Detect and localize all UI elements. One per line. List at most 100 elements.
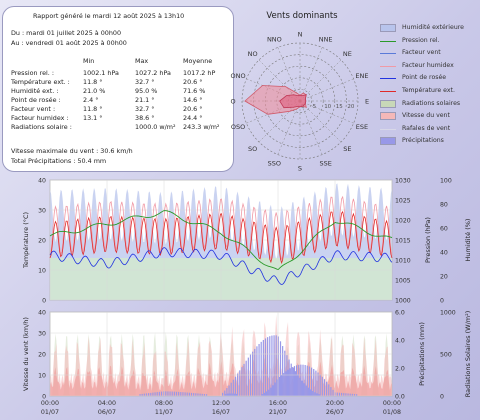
stat-max: 38.6 °: [135, 114, 155, 122]
precipitation-bar: [356, 394, 358, 396]
stat-min: 21.0 %: [83, 87, 106, 95]
stat-min: 11.8 °: [83, 78, 103, 86]
precipitation-bar: [268, 389, 270, 396]
x-axis-time-label: 08:00: [155, 400, 173, 407]
stat-avg: 14.6 °: [183, 96, 203, 104]
precipitation-tick-label: 0.0: [395, 394, 405, 401]
precipitation-bar: [313, 369, 315, 396]
precipitation-bar: [243, 363, 245, 396]
precipitation-bar: [265, 391, 268, 396]
precipitation-bar: [199, 393, 201, 396]
stat-avg: 20.6 °: [183, 78, 203, 86]
precipitation-bar: [256, 346, 258, 396]
precipitation-bar: [276, 379, 278, 396]
precipitation-bar: [241, 367, 243, 396]
legend-label: Pression rel.: [402, 36, 440, 44]
radiation-axis-title: Radiations Solaires (W/m²): [464, 311, 472, 397]
precipitation-tick-label: 6.0: [395, 310, 405, 317]
wind-rose-scale-label: 20: [347, 104, 354, 110]
legend-swatch: [380, 49, 396, 55]
pressure-line: [49, 210, 393, 270]
precipitation-bar: [226, 388, 228, 396]
max-wind-speed: Vitesse maximale du vent : 30.6 km/h: [11, 147, 133, 155]
wind-rose-spoke: [299, 59, 342, 102]
legend-swatch: [380, 74, 396, 80]
x-axis-date-label: 21/07: [269, 409, 287, 416]
precipitation-bar: [152, 392, 154, 396]
precipitation-bar: [184, 392, 186, 396]
precipitation-bar: [171, 391, 173, 396]
precipitation-bar: [310, 367, 313, 396]
precipitation-bar: [301, 380, 303, 396]
wind-direction-label: N: [298, 31, 303, 39]
precipitation-bar: [263, 392, 266, 396]
precipitation-bar: [306, 365, 308, 396]
precipitation-bar: [267, 337, 269, 396]
dew-point-line: [49, 247, 393, 285]
stat-row: Pression rel. : 1002.1 hPa 1027.2 hPa 1017.…: [3, 69, 233, 78]
precipitation-bar: [195, 393, 197, 396]
stat-avg: 20.6 °: [183, 105, 203, 113]
temperature-tick-label: 10: [38, 268, 46, 275]
precipitation-bar: [173, 391, 175, 396]
col-header-min: Min: [83, 57, 95, 65]
stat-avg: 24.4 °: [183, 114, 203, 122]
precipitation-bar: [160, 391, 163, 396]
pressure-tick-label: 1010: [395, 258, 411, 265]
x-axis-time-label: 04:00: [98, 400, 116, 407]
wind-rose-spoke: [277, 100, 301, 155]
legend-label: Facteur humidex: [402, 61, 454, 69]
wind-direction-label: SE: [343, 145, 351, 153]
precipitation-bar: [300, 364, 302, 396]
precipitation-bar: [224, 390, 226, 396]
x-axis-time-label: 00:00: [383, 400, 401, 407]
precipitation-bar: [286, 355, 288, 396]
wind-direction-label: SSE: [319, 159, 331, 167]
stat-min: 1002.1 hPa: [83, 69, 119, 77]
legend-label: Température ext.: [402, 87, 455, 94]
wind-rose-spoke: [299, 100, 323, 155]
stat-max: 95.0 %: [135, 87, 158, 95]
wind-speed-area: [279, 94, 307, 109]
precipitation-bar: [288, 359, 290, 396]
precipitation-bar: [309, 389, 312, 396]
report-panel: Rapport généré le mardi 12 août 2025 à 1…: [2, 6, 234, 172]
precipitation-bar: [295, 365, 298, 396]
precipitation-bar: [227, 393, 229, 396]
legend-swatch: [380, 125, 396, 130]
wind-direction-label: ENE: [355, 72, 368, 80]
precipitation-bar: [229, 393, 231, 396]
precipitation-bar: [264, 338, 267, 396]
precipitation-bar: [312, 390, 314, 396]
precipitation-bar: [341, 392, 343, 396]
pressure-tick-label: 1020: [395, 218, 411, 225]
wind-direction-label: ONO: [231, 72, 246, 80]
pressure-tick-label: 1005: [395, 278, 411, 285]
precipitation-bar: [230, 382, 232, 396]
legend-label: Radiations solaires: [402, 99, 461, 107]
precipitation-bar: [190, 392, 193, 396]
pressure-tick-label: 1030: [395, 178, 411, 185]
humidity-tick-label: 60: [440, 226, 448, 233]
precipitation-bar: [233, 393, 236, 396]
wind-rose-spoke: [299, 78, 354, 102]
stat-label: Radiations solaire :: [11, 123, 72, 131]
precipitation-bar: [274, 382, 276, 396]
precipitation-bar: [319, 374, 321, 396]
precipitation-bar: [260, 341, 262, 396]
stat-row: Facteur vent : 11.8 ° 32.7 ° 20.6 °: [3, 105, 233, 114]
precipitation-bar: [278, 376, 281, 396]
legend-label: Point de rosée: [402, 74, 447, 82]
stat-min: 11.8 °: [83, 105, 103, 113]
wind-direction-label: S: [298, 165, 302, 173]
precipitation-bar: [154, 392, 156, 396]
precipitation-bar: [143, 393, 145, 396]
temperature-tick-label: 0: [42, 298, 46, 305]
x-axis-date-label: 01/07: [41, 409, 59, 416]
humidex-line: [49, 195, 393, 260]
precipitation-bar: [343, 393, 345, 396]
precipitation-bar: [232, 379, 234, 396]
wind-rose-scale-label: 0: [301, 104, 305, 110]
precipitation-bar: [338, 392, 341, 396]
stat-min: 2.4 °: [83, 96, 99, 104]
